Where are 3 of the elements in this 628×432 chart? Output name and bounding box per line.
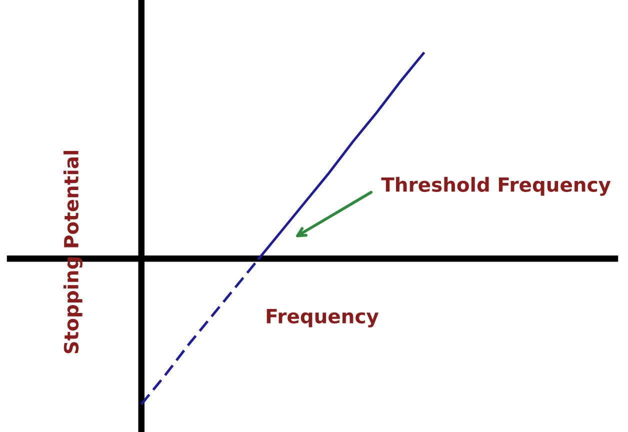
y-axis-title: Stopping Potential [64,150,82,354]
annotation: Threshold Frequency [381,176,611,196]
x-axis-title: Frequency [266,309,379,328]
